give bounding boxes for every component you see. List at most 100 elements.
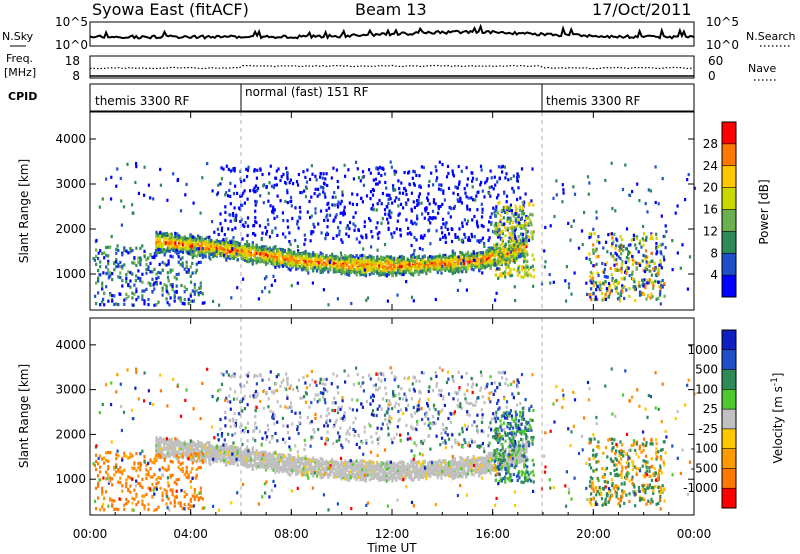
power-cell (256, 188, 259, 193)
power-cell (453, 257, 456, 261)
power-cell (315, 267, 319, 271)
power-cell (261, 257, 264, 261)
y-tick-label: 3000 (55, 177, 86, 191)
power-cell (596, 284, 599, 289)
power-cell (242, 249, 245, 254)
power-cell (348, 259, 351, 263)
power-cell (513, 229, 516, 233)
power-cell (348, 269, 351, 273)
power-cell (290, 199, 293, 203)
power-cell (393, 263, 396, 267)
power-cell (495, 243, 498, 247)
power-cell (429, 264, 432, 268)
power-cell (147, 267, 150, 271)
power-cell (611, 236, 614, 240)
power-cell (516, 197, 519, 202)
power-cell (259, 254, 262, 258)
power-cell (332, 236, 335, 240)
power-cell (254, 199, 257, 203)
power-cell (334, 263, 337, 268)
power-cell (215, 193, 219, 197)
power-cell (365, 233, 368, 237)
power-cell (410, 219, 413, 223)
power-cell (624, 163, 627, 167)
power-cell (312, 261, 315, 265)
power-cell (448, 269, 451, 273)
power-cell (269, 164, 272, 168)
velocity-cell (176, 457, 179, 461)
velocity-cell (174, 446, 177, 450)
power-cell (189, 240, 192, 244)
power-cell (621, 284, 624, 288)
power-cell (169, 254, 172, 258)
power-cell (212, 241, 215, 245)
power-cell (334, 270, 337, 274)
power-cell (376, 248, 379, 252)
power-cell (519, 222, 522, 226)
power-cell (263, 253, 266, 257)
power-cell (432, 255, 436, 259)
power-cell (552, 280, 555, 284)
power-cell (441, 231, 444, 235)
power-cell (642, 279, 645, 283)
power-cell (296, 222, 299, 226)
power-cell (143, 193, 146, 197)
power-cell (338, 233, 341, 237)
power-cell (642, 253, 645, 258)
power-cell (222, 167, 225, 171)
power-cell (410, 243, 413, 248)
power-cell (141, 297, 144, 301)
power-cell (134, 180, 137, 185)
power-cell (280, 247, 283, 252)
power-cell (363, 224, 366, 229)
power-cell (480, 251, 483, 255)
power-cell (383, 260, 386, 265)
power-cell (191, 244, 194, 248)
power-cell (98, 205, 101, 209)
power-cell (308, 257, 311, 261)
power-cell (405, 218, 408, 222)
power-cell (661, 284, 664, 288)
power-cell (395, 227, 398, 231)
power-cell (446, 164, 450, 168)
power-cell (342, 269, 345, 273)
power-cell (650, 269, 653, 273)
velocity-cell (181, 448, 185, 452)
power-cell (295, 180, 299, 184)
power-cell (159, 167, 162, 171)
power-cell (496, 233, 499, 237)
power-cell (659, 263, 662, 267)
power-cell (398, 186, 401, 191)
power-cell (628, 251, 631, 255)
power-cell (267, 222, 270, 226)
power-cell (107, 268, 110, 272)
power-cell (395, 273, 398, 277)
power-cell (453, 262, 456, 267)
power-cell (321, 270, 324, 274)
power-cell (257, 252, 260, 256)
power-cell (131, 272, 134, 276)
power-cell (403, 186, 406, 191)
power-cell (159, 242, 162, 246)
power-cell (372, 264, 375, 268)
power-cell (523, 249, 526, 253)
power-cell (257, 256, 260, 260)
power-cell (446, 261, 449, 265)
power-cell (286, 177, 289, 181)
power-cell (514, 204, 517, 208)
power-cell (159, 235, 162, 239)
power-cell (314, 259, 317, 263)
power-cell (500, 223, 503, 227)
velocity-cell (157, 438, 160, 442)
power-cell (153, 303, 156, 307)
power-cell (353, 256, 356, 260)
power-cell (655, 252, 658, 256)
power-cell (255, 176, 258, 180)
power-cell (377, 167, 380, 171)
power-cell (658, 284, 661, 289)
power-cell (504, 262, 507, 266)
power-cell (163, 242, 166, 246)
power-cell (399, 202, 403, 206)
power-cell (253, 169, 256, 173)
power-cell (453, 268, 456, 272)
